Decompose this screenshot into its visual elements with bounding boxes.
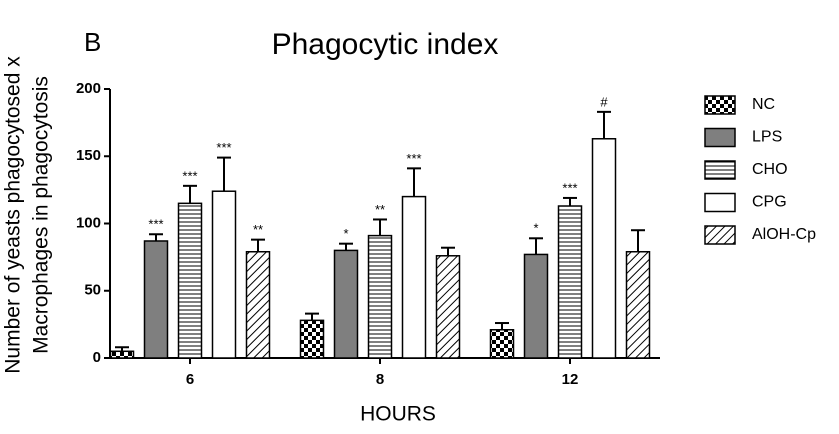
bar bbox=[367, 234, 393, 359]
legend-label: CHO bbox=[752, 161, 788, 178]
bar bbox=[109, 350, 135, 359]
significance-label: *** bbox=[406, 151, 421, 166]
significance-label: * bbox=[343, 226, 348, 241]
bar bbox=[591, 138, 617, 359]
panel-label: B bbox=[84, 27, 101, 57]
bar bbox=[625, 250, 651, 359]
y-tick-label: 150 bbox=[76, 147, 101, 164]
y-tick-label: 0 bbox=[93, 349, 101, 366]
y-tick-label: 100 bbox=[76, 214, 101, 231]
legend-swatch bbox=[704, 225, 736, 245]
bar bbox=[333, 249, 359, 359]
significance-label: * bbox=[533, 221, 538, 236]
bar bbox=[557, 205, 583, 359]
y-axis-label: Number of yeasts phagocytosed x bbox=[2, 56, 25, 374]
legend-label: CPG bbox=[752, 194, 787, 211]
significance-label: # bbox=[600, 94, 608, 109]
legend-swatch bbox=[704, 127, 736, 148]
bar bbox=[435, 255, 461, 359]
legend-swatch bbox=[704, 160, 736, 180]
legend-label: AlOH-Cp bbox=[752, 226, 816, 243]
legend-label: NC bbox=[752, 96, 775, 113]
bar bbox=[143, 240, 169, 359]
bar bbox=[489, 329, 515, 359]
significance-label: *** bbox=[182, 168, 197, 183]
bar bbox=[299, 319, 325, 359]
significance-label: *** bbox=[148, 217, 163, 232]
legend-label: LPS bbox=[752, 129, 782, 146]
bar bbox=[177, 202, 203, 359]
x-axis-label: HOURS bbox=[360, 403, 436, 426]
chart-title: Phagocytic index bbox=[272, 28, 499, 61]
bar bbox=[245, 250, 271, 359]
legend-swatch bbox=[704, 192, 736, 213]
legend-swatch bbox=[704, 95, 736, 115]
significance-label: ** bbox=[375, 202, 385, 217]
x-tick-label: 6 bbox=[186, 371, 194, 388]
bar bbox=[401, 195, 427, 359]
y-tick-label: 50 bbox=[84, 282, 101, 299]
significance-label: *** bbox=[562, 180, 577, 195]
significance-label: ** bbox=[253, 222, 263, 237]
y-axis-label: Macrophages in phagocytosis bbox=[30, 76, 53, 354]
bar bbox=[523, 253, 549, 359]
x-tick-label: 8 bbox=[376, 371, 384, 388]
significance-label: *** bbox=[216, 140, 231, 155]
x-tick-label: 12 bbox=[562, 371, 579, 388]
y-tick-label: 200 bbox=[76, 80, 101, 97]
bar bbox=[211, 190, 237, 359]
